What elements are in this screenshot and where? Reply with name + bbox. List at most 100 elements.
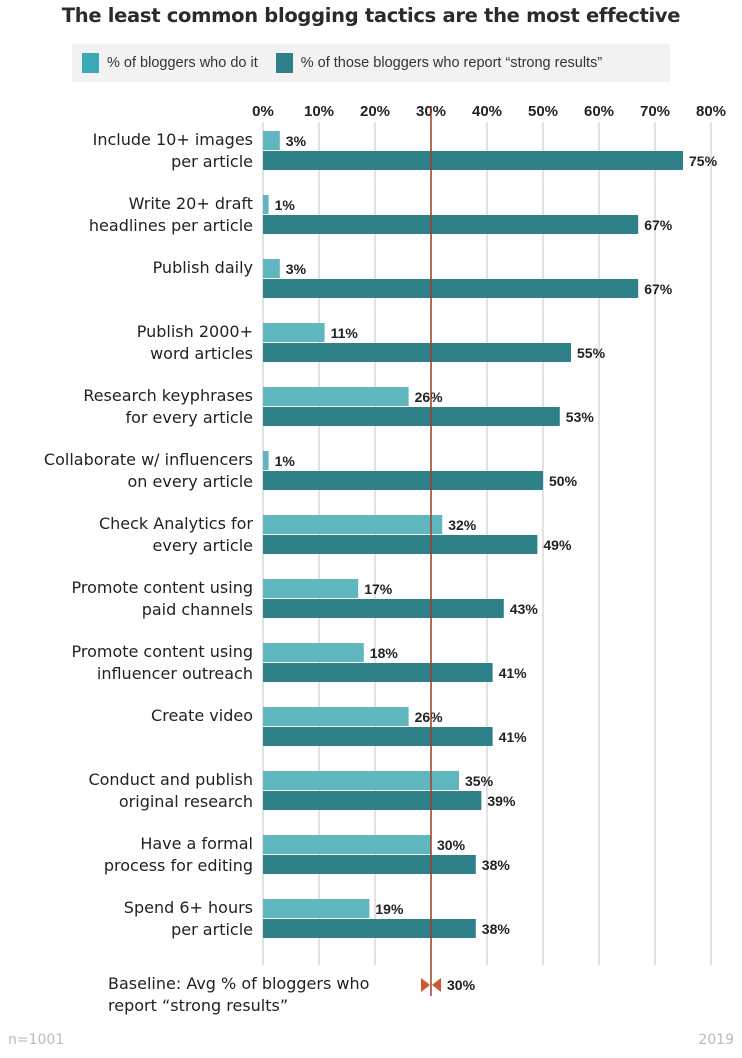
bar-strong-results [263, 663, 493, 682]
category-label: Promote content using [71, 642, 253, 661]
category-label: paid channels [142, 600, 253, 619]
value-label: 30% [437, 837, 466, 853]
legend-item-do-it: % of bloggers who do it [82, 53, 258, 73]
legend-item-strong-results: % of those bloggers who report “strong r… [275, 53, 603, 73]
bar-strong-results [263, 407, 560, 426]
x-tick-label: 10% [304, 103, 334, 120]
bar-do-it [263, 707, 409, 726]
bar-strong-results [263, 727, 493, 746]
bar-do-it [263, 195, 269, 214]
category-label: Spend 6+ hours [124, 898, 253, 917]
x-tick-label: 70% [640, 103, 670, 120]
value-label: 1% [275, 197, 296, 213]
bar-do-it [263, 835, 431, 854]
value-label: 38% [482, 857, 511, 873]
value-label: 39% [487, 793, 516, 809]
category-label: Publish daily [153, 258, 253, 277]
bar-strong-results [263, 791, 482, 810]
value-label: 41% [499, 665, 528, 681]
bar-do-it [263, 643, 364, 662]
value-label: 11% [331, 325, 359, 341]
sample-size: n=1001 [8, 1032, 65, 1048]
bar-strong-results [263, 855, 476, 874]
category-label: Create video [151, 706, 253, 725]
year: 2019 [698, 1032, 734, 1048]
category-label: influencer outreach [97, 664, 253, 683]
value-label: 43% [510, 601, 539, 617]
bar-strong-results [263, 535, 538, 554]
bar-strong-results [263, 599, 504, 618]
category-label: per article [171, 920, 253, 939]
category-label: Promote content using [71, 578, 253, 597]
baseline-value-label: 30% [447, 977, 476, 993]
category-label: headlines per article [89, 216, 253, 235]
value-label: 1% [275, 453, 296, 469]
category-label: Have a formal [140, 834, 253, 853]
bar-do-it [263, 323, 325, 342]
category-label: per article [171, 152, 253, 171]
legend: % of bloggers who do it % of those blogg… [72, 44, 670, 82]
category-label: Collaborate w/ influencers [44, 450, 253, 469]
value-label: 18% [370, 645, 399, 661]
value-label: 67% [644, 217, 673, 233]
legend-label: % of bloggers who do it [107, 55, 258, 71]
bar-do-it [263, 515, 443, 534]
category-label: Include 10+ images [93, 130, 253, 149]
bar-strong-results [263, 919, 476, 938]
x-tick-label: 0% [252, 103, 274, 120]
value-label: 38% [482, 921, 511, 937]
value-label: 26% [415, 389, 444, 405]
x-tick-label: 60% [584, 103, 614, 120]
value-label: 75% [689, 153, 718, 169]
value-label: 67% [644, 281, 673, 297]
value-label: 19% [375, 901, 404, 917]
category-label: for every article [125, 408, 253, 427]
legend-swatch-dark [275, 53, 293, 73]
legend-swatch-light [82, 53, 99, 73]
bar-strong-results [263, 279, 639, 298]
category-label: word articles [150, 344, 253, 363]
value-label: 53% [566, 409, 595, 425]
value-label: 49% [543, 537, 572, 553]
value-label: 26% [415, 709, 444, 725]
category-label: Conduct and publish [88, 770, 253, 789]
bar-do-it [263, 387, 409, 406]
category-label: on every article [128, 472, 254, 491]
bar-do-it [263, 899, 370, 918]
bar-strong-results [263, 215, 639, 234]
category-label: Publish 2000+ [137, 322, 253, 341]
bar-strong-results [263, 343, 571, 362]
category-label: Check Analytics for [99, 514, 253, 533]
bar-do-it [263, 579, 359, 598]
bar-do-it [263, 259, 280, 278]
legend-label: % of those bloggers who report “strong r… [300, 55, 603, 71]
x-tick-label: 80% [696, 103, 726, 120]
x-tick-label: 50% [528, 103, 558, 120]
bar-do-it [263, 771, 459, 790]
baseline-label: Baseline: Avg % of bloggers who [108, 974, 369, 993]
value-label: 17% [364, 581, 393, 597]
chart-title: The least common blogging tactics are th… [61, 4, 681, 27]
value-label: 32% [448, 517, 477, 533]
category-label: every article [153, 536, 253, 555]
bar-strong-results [263, 151, 683, 170]
category-label: Write 20+ draft [129, 194, 253, 213]
baseline-marker-right-icon [432, 978, 441, 992]
bar-do-it [263, 451, 269, 470]
category-label: process for editing [104, 856, 253, 875]
x-tick-label: 40% [472, 103, 502, 120]
value-label: 55% [577, 345, 606, 361]
value-label: 3% [286, 261, 307, 277]
bar-strong-results [263, 471, 543, 490]
value-label: 3% [286, 133, 307, 149]
value-label: 35% [465, 773, 494, 789]
baseline-label: report “strong results” [108, 996, 288, 1015]
value-label: 50% [549, 473, 578, 489]
baseline-marker-left-icon [421, 978, 430, 992]
bar-do-it [263, 131, 280, 150]
category-label: Research keyphrases [83, 386, 253, 405]
value-label: 41% [499, 729, 528, 745]
x-tick-label: 20% [360, 103, 390, 120]
category-label: original research [119, 792, 253, 811]
